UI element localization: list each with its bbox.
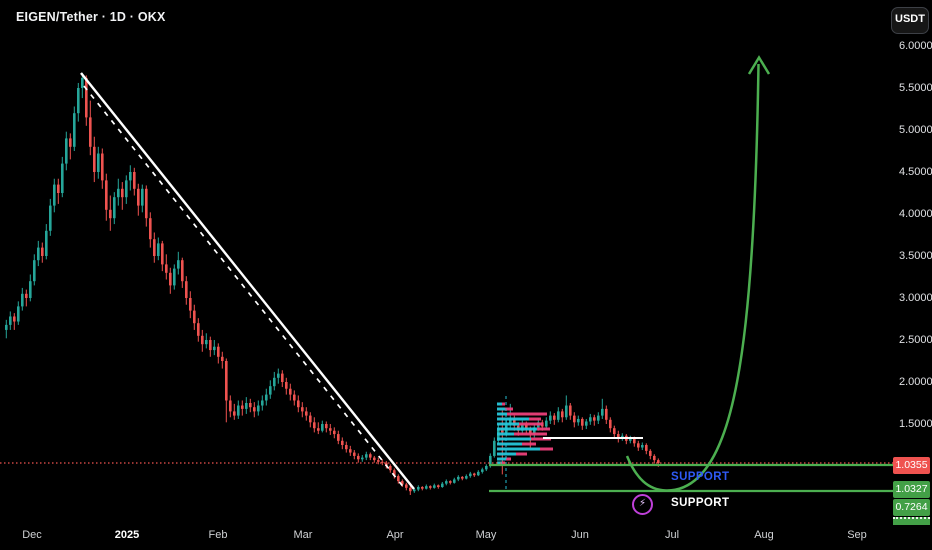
candlestick-series: [5, 72, 660, 495]
time-axis[interactable]: Dec 2025 Feb Mar Apr May Jun Jul Aug Sep: [0, 524, 932, 550]
price-axis-label: 5.5000: [899, 81, 932, 94]
projection-arrow-curve[interactable]: [625, 63, 760, 492]
support-label-lower[interactable]: SUPPORT: [671, 497, 730, 509]
currency-toggle-button[interactable]: USDT: [891, 7, 929, 34]
support-lower-price-tag: 0.7264: [893, 499, 930, 516]
lightning-bolt-icon[interactable]: ⚡: [632, 494, 653, 515]
price-axis-label: 3.5000: [899, 249, 932, 262]
trendline-solid[interactable]: [80, 72, 415, 490]
price-axis-label: 5.0000: [899, 123, 932, 136]
time-axis-label: Feb: [208, 529, 228, 541]
time-axis-label: Mar: [293, 529, 313, 541]
price-axis-label: 6.0000: [899, 39, 932, 52]
support-upper-price-tag: 1.0327: [893, 481, 930, 498]
price-axis-label: 4.0000: [899, 207, 932, 220]
price-axis[interactable]: 6.0000 5.5000 5.0000 4.5000 4.0000 3.5000 3.00…: [886, 0, 932, 524]
time-axis-label: Aug: [754, 529, 774, 541]
clipped-price-tag: [893, 517, 930, 525]
time-axis-label: Sep: [847, 529, 867, 541]
trendline-dashed[interactable]: [83, 85, 406, 490]
price-axis-label: 4.5000: [899, 165, 932, 178]
time-axis-label: May: [475, 529, 497, 541]
symbol-title: EIGEN/Tether · 1D · OKX: [16, 10, 166, 24]
time-axis-label: Dec: [22, 529, 42, 541]
price-axis-label: 1.5000: [899, 417, 932, 430]
time-axis-label: Jun: [571, 529, 589, 541]
last-price-tag: 1.0355: [893, 457, 930, 474]
support-label-upper[interactable]: SUPPORT: [671, 471, 730, 483]
time-axis-label: 2025: [114, 529, 140, 541]
time-axis-label: Apr: [386, 529, 404, 541]
time-axis-label: Jul: [664, 529, 680, 541]
price-axis-label: 3.0000: [899, 291, 932, 304]
projection-arrowhead: [747, 55, 771, 75]
price-axis-label: 2.0000: [899, 375, 932, 388]
price-axis-label: 2.5000: [899, 333, 932, 346]
